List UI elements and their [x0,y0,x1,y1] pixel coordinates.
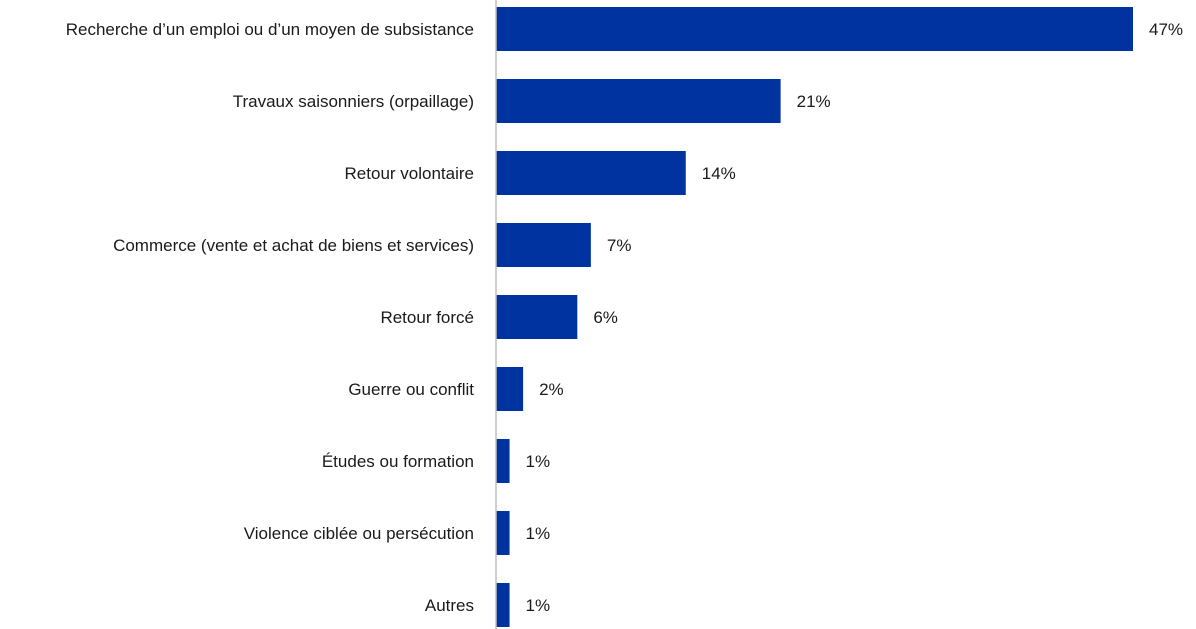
bar [496,151,686,195]
category-label: Travaux saisonniers (orpaillage) [233,92,474,111]
value-label: 2% [539,380,564,399]
value-label: 14% [702,164,736,183]
category-label: Commerce (vente et achat de biens et ser… [113,236,474,255]
bar [496,7,1133,51]
category-label: Autres [425,596,474,615]
value-label: 1% [526,452,551,471]
bars-group [496,7,1133,627]
bar [496,583,510,627]
bar [496,367,524,411]
bar [496,439,510,483]
category-labels-group: Recherche d’un emploi ou d’un moyen de s… [66,20,475,615]
value-label: 47% [1149,20,1183,39]
value-labels-group: 47% 21% 14% 7% 6% 2% 1% 1% 1% [526,20,1183,615]
category-label: Retour forcé [380,308,474,327]
category-label: Recherche d’un emploi ou d’un moyen de s… [66,20,474,39]
category-label: Études ou formation [322,452,474,471]
bar [496,79,781,123]
category-label: Retour volontaire [345,164,474,183]
bar [496,295,578,339]
bar [496,511,510,555]
value-label: 1% [526,596,551,615]
bar [496,223,591,267]
value-label: 6% [593,308,618,327]
value-label: 21% [797,92,831,111]
category-label: Violence ciblée ou persécution [244,524,474,543]
value-label: 1% [526,524,551,543]
value-label: 7% [607,236,632,255]
category-label: Guerre ou conflit [348,380,474,399]
